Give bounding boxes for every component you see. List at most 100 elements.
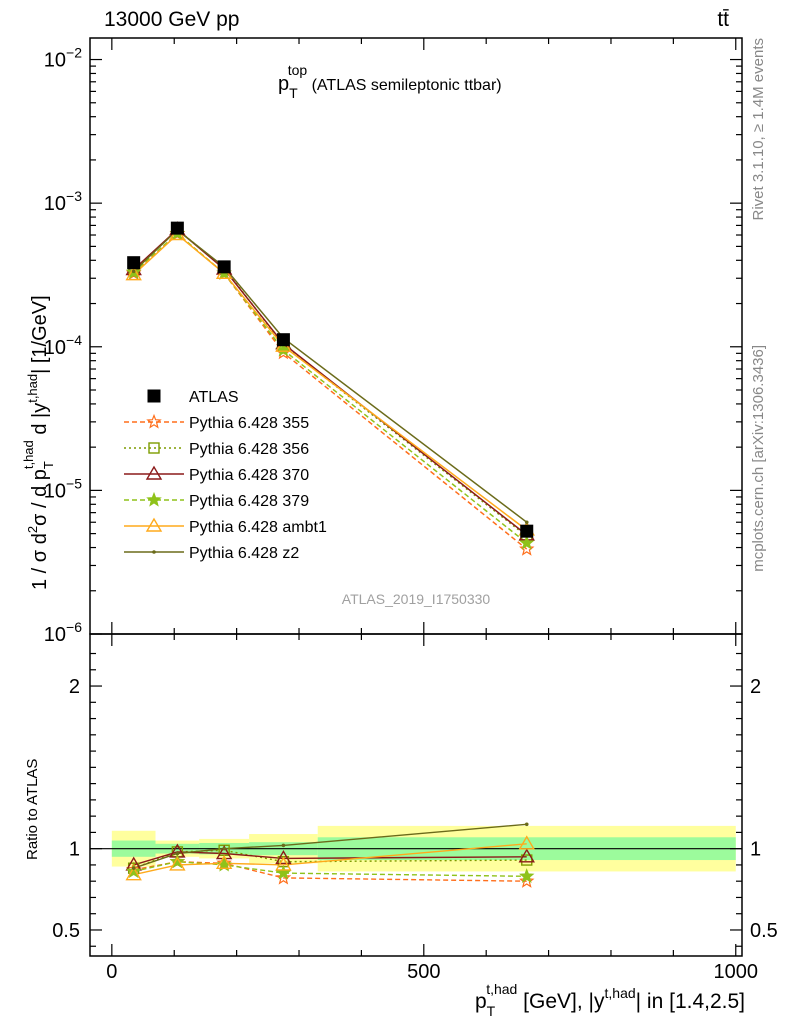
legend-marker-1	[146, 413, 162, 429]
main-ylabel: 1 / σ d2σ / d pTt,had d |yt,had| [1/GeV]	[21, 295, 56, 590]
legend-marker-2	[148, 442, 160, 454]
xlabel-c: | in [1.4,2.5]	[636, 990, 745, 1013]
atlas-data-point-3	[276, 333, 290, 347]
series-line-1	[133, 228, 528, 537]
atlas-data-point-4	[520, 524, 534, 538]
y-tick-base-0: 10	[44, 50, 66, 72]
header-right: tt̄	[717, 8, 729, 31]
ratio-series-2-point-4	[518, 848, 535, 863]
series-0-point-4	[519, 540, 535, 556]
ratio-tick-label-left-1: 1	[69, 839, 80, 861]
y-tick-base-3: 10	[44, 480, 66, 502]
legend-label-1: Pythia 6.428 355	[189, 415, 309, 432]
ratio-tick-label-right-0: 0.5	[750, 920, 778, 942]
ratio-series-1-point-4	[521, 854, 533, 866]
title-sub: T	[289, 85, 298, 101]
y-tick-exp-2: −4	[66, 332, 82, 348]
ratio-line-1	[133, 849, 527, 869]
legend-label-5: Pythia 6.428 ambt1	[189, 519, 327, 536]
ratio-series-0-point-4	[519, 873, 535, 888]
ratio-series-4-point-1	[169, 856, 186, 871]
legend-label-3: Pythia 6.428 370	[189, 467, 309, 484]
ratio-series-3-point-0	[125, 863, 142, 879]
legend: ATLAS Pythia 6.428 355 Pythia 6.428 356 Pyt…	[124, 389, 327, 562]
ylabel-b-sup: t,had	[21, 440, 36, 469]
ratio-series-3-point-3	[275, 864, 292, 880]
y-tick-exp-3: −5	[66, 475, 82, 491]
ratio-series-3-point-1	[169, 853, 186, 869]
legend-marker-5	[145, 517, 163, 532]
x-tick-label-1: 500	[407, 961, 440, 983]
ratio-series-5-point-2	[222, 846, 226, 851]
atlas-data-point-0	[127, 256, 141, 270]
atlas-data-point-1	[170, 221, 184, 235]
ratio-ylabel: Ratio to ATLAS	[24, 759, 41, 860]
y-tick-exp-0: −2	[66, 45, 82, 61]
ratio-tick-label-right-1: 1	[750, 839, 761, 861]
legend-label-0: ATLAS	[189, 389, 239, 406]
series-line-3	[133, 232, 528, 544]
atlas-data-markers	[127, 221, 534, 538]
ylabel-b: σ / d p	[29, 469, 51, 526]
xlabel-a: p	[475, 990, 487, 1013]
series-4-point-0	[125, 266, 142, 281]
legend-label-6: Pythia 6.428 z2	[189, 545, 299, 562]
xlabel-b: [GeV], |y	[517, 990, 605, 1013]
ratio-series-4-point-4	[518, 835, 535, 850]
ratio-series-5-point-0	[131, 866, 136, 870]
header-left: 13000 GeV pp	[104, 8, 239, 31]
ratio-series-4-point-2	[215, 854, 233, 870]
title-rest: (ATLAS semileptonic ttbar)	[307, 77, 501, 94]
ylabel-a: 1 / σ d	[29, 533, 51, 590]
series-line-0	[133, 233, 528, 550]
ylabel-b-sub: T	[41, 461, 56, 469]
title-sup: top	[288, 62, 308, 78]
y-tick-exp-1: −3	[66, 188, 82, 204]
x-tick-label-2: 1000	[714, 961, 759, 983]
series-3-point-4	[519, 534, 535, 550]
ratio-series-markers	[125, 822, 535, 888]
y-tick-base-4: 10	[44, 624, 66, 646]
ratio-series-3-point-4	[519, 868, 535, 883]
series-5-point-0	[131, 269, 136, 274]
series-5-point-4	[524, 520, 529, 525]
plot-title: pTtop (ATLAS semileptonic ttbar)	[278, 62, 502, 101]
ratio-panel-frame	[89, 633, 743, 957]
ylabel-c-sup: t,had	[25, 374, 40, 403]
y-tick-exp-4: −6	[66, 619, 82, 635]
xlabel: pTt,had [GeV], |yt,had| in [1.4,2.5]	[475, 981, 745, 1019]
xlabel-a-sub: T	[487, 1003, 496, 1019]
ratio-series-0-point-3	[275, 869, 292, 885]
ratio-series-4-point-3	[275, 856, 292, 871]
legend-label-2: Pythia 6.428 356	[189, 441, 309, 458]
ylabel-c: d |y	[29, 403, 51, 440]
mc-series-markers	[125, 221, 535, 556]
ratio-tick-label-right-2: 2	[750, 676, 761, 698]
ratio-series-5-point-4	[524, 822, 529, 827]
y-tick-label-4: 10−6	[44, 619, 82, 646]
atlas-data-point-2	[217, 260, 231, 274]
ylabel-a-sup: 2	[25, 526, 40, 533]
ratio-tick-label-left-0: 0.5	[52, 920, 80, 942]
legend-marker-3	[145, 465, 163, 480]
legend-marker-6	[152, 550, 156, 554]
y-tick-base-1: 10	[44, 193, 66, 215]
y-tick-label-0: 10−2	[44, 45, 82, 72]
axis-ticks	[90, 38, 742, 956]
main-panel-frame	[89, 37, 743, 635]
ylabel-d: | [1/GeV]	[29, 295, 51, 374]
legend-marker-4	[146, 491, 162, 507]
legend-label-4: Pythia 6.428 379	[189, 493, 309, 510]
ratio-series-5-point-3	[281, 843, 286, 848]
mcplots-label: mcplots.cern.ch [arXiv:1306.3436]	[750, 345, 767, 572]
y-tick-base-2: 10	[44, 337, 66, 359]
xlabel-a-sup: t,had	[486, 981, 517, 997]
ratio-series-5-point-1	[175, 851, 180, 856]
ratio-series-4-point-0	[125, 866, 142, 881]
series-line-4	[133, 233, 528, 531]
title-main: p	[278, 73, 289, 95]
y-tick-label-3: 10−5	[44, 475, 82, 502]
xlabel-b-sup: t,had	[605, 985, 636, 1001]
